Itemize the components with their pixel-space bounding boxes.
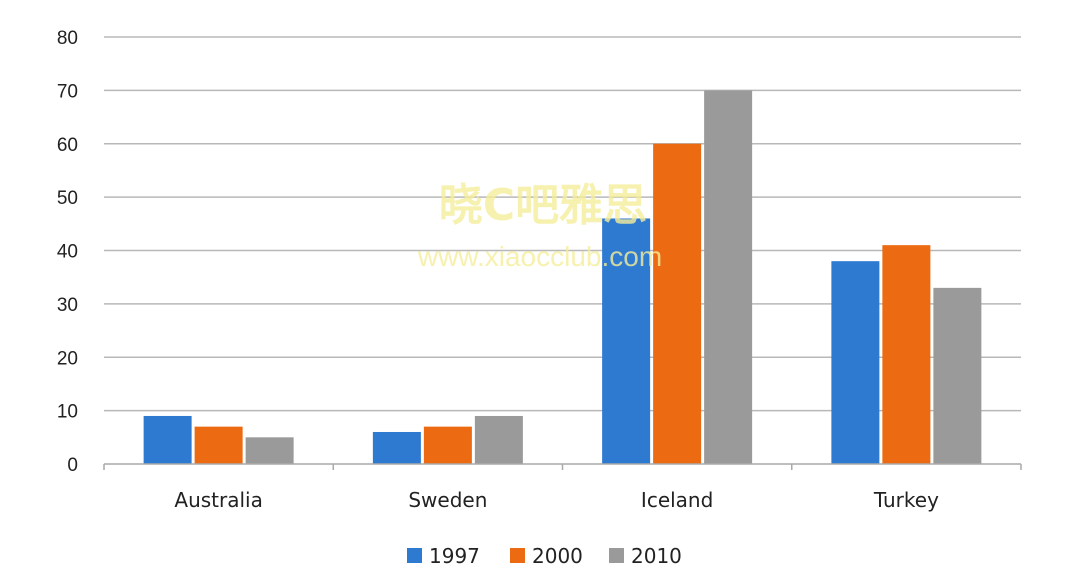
gridlines: [104, 36, 1021, 412]
y-tick-label: 30: [57, 295, 78, 316]
category-label: Turkey: [873, 488, 939, 512]
bar-turkey-2000: [882, 245, 931, 464]
bar-turkey-2010: [933, 287, 982, 464]
legend-label: 1997: [429, 544, 480, 568]
bar-australia-2000: [194, 426, 243, 464]
y-tick-label: 0: [67, 455, 78, 476]
legend-label: 2000: [532, 544, 583, 568]
bar-turkey-1997: [831, 261, 880, 464]
bar-australia-2010: [245, 437, 294, 464]
legend-label: 2010: [631, 544, 682, 568]
y-tick-label: 60: [57, 135, 78, 156]
category-label: Iceland: [641, 488, 713, 512]
watermark-url: www.xiaocclub.com: [417, 241, 662, 272]
y-tick-label: 70: [57, 81, 78, 102]
bars: [143, 90, 982, 464]
y-tick-label: 40: [57, 242, 78, 263]
y-tick-label: 10: [57, 402, 78, 423]
y-tick-label: 50: [57, 188, 78, 209]
bar-australia-1997: [143, 415, 192, 464]
watermark-text: 晓C吧雅思: [439, 180, 647, 231]
legend-swatch: [609, 548, 624, 563]
y-tick-label: 80: [57, 28, 78, 49]
legend: 1997 2000 2010: [407, 544, 682, 568]
bar-iceland-1997: [602, 218, 651, 464]
y-tick-label: 20: [57, 348, 78, 369]
y-axis-ticks: 0 10 20 30 40 50 60 70 80: [57, 28, 78, 476]
bar-iceland-2010: [704, 90, 753, 464]
bar-sweden-2010: [474, 415, 523, 464]
category-label: Sweden: [408, 488, 487, 512]
bar-iceland-2000: [653, 143, 702, 464]
legend-swatch: [510, 548, 525, 563]
watermark: 晓C吧雅思 www.xiaocclub.com: [417, 180, 662, 272]
bar-sweden-2000: [423, 426, 472, 464]
bar-sweden-1997: [372, 431, 421, 464]
category-labels: Australia Sweden Iceland Turkey: [174, 488, 939, 512]
x-axis: [103, 463, 1022, 470]
category-label: Australia: [174, 488, 262, 512]
legend-swatch: [407, 548, 422, 563]
